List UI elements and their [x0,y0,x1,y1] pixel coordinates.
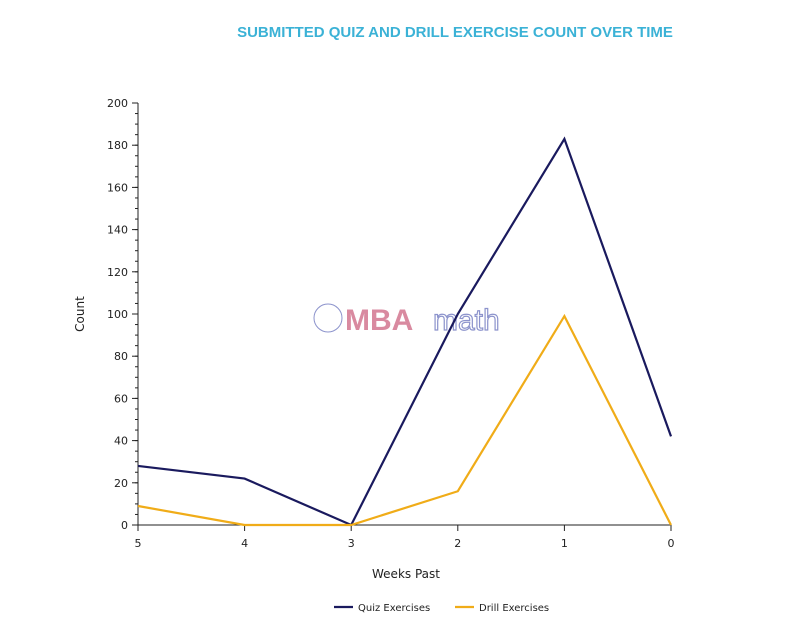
y-tick-label: 140 [107,224,128,237]
y-tick-label: 60 [114,392,128,405]
y-axis-label: Count [73,296,87,332]
y-tick-label: 200 [107,97,128,110]
x-tick-label: 2 [454,537,461,550]
y-tick-label: 20 [114,477,128,490]
y-tick-label: 80 [114,350,128,363]
y-tick-label: 100 [107,308,128,321]
y-tick-label: 180 [107,139,128,152]
watermark-suffix: math [433,304,500,337]
series-line-drill [137,313,672,527]
legend-label: Drill Exercises [479,603,549,614]
legend: Quiz Exercises Drill Exercises [334,603,549,614]
legend-label: Quiz Exercises [358,603,430,614]
mba-math-watermark: MBA math [313,303,500,338]
axes: 0 20 40 60 80 100 120 140 160 180 200 5 4 3 2 1 0 [107,97,675,550]
chart-title: SUBMITTED QUIZ AND DRILL EXERCISE COUNT … [237,24,673,41]
y-tick-label: 120 [107,266,128,279]
series-line-quiz [137,136,673,527]
x-tick-label: 3 [348,537,355,550]
x-tick-label: 5 [135,537,142,550]
y-tick-label: 40 [114,435,128,448]
watermark-brand: MBA [345,304,413,337]
watermark-globe-icon [313,303,343,333]
x-tick-label: 1 [561,537,568,550]
x-tick-label: 4 [241,537,248,550]
y-tick-label: 160 [107,181,128,194]
x-axis-label: Weeks Past [372,567,440,581]
y-tick-label: 0 [121,519,128,532]
series-lines [137,136,673,527]
x-tick-label: 0 [668,537,675,550]
